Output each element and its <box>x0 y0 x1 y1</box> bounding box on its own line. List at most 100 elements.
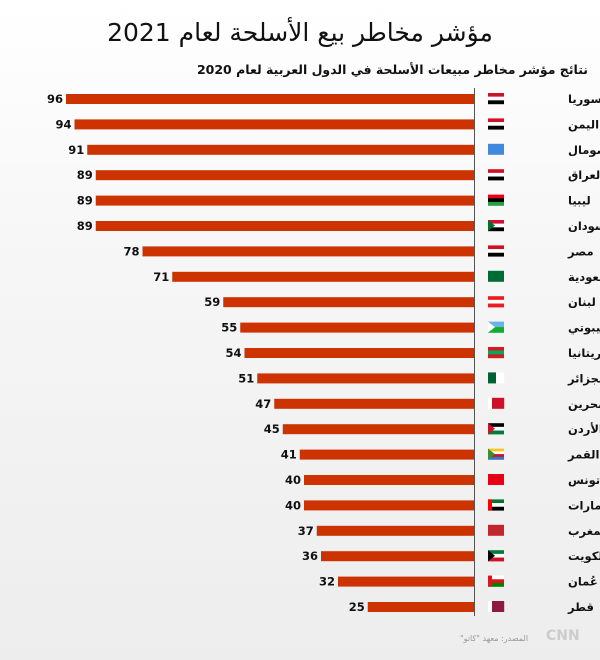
bar-row: 40 تونس <box>285 473 600 488</box>
value-label: 54 <box>225 346 241 360</box>
value-label: 45 <box>264 422 280 436</box>
bar <box>316 525 474 536</box>
bar-row: 40 الإمارات <box>285 498 600 512</box>
value-label: 40 <box>285 498 301 512</box>
bar <box>240 322 474 333</box>
category-label: اليمن <box>568 117 599 131</box>
bar <box>299 449 474 460</box>
category-label: لبنان <box>568 295 596 309</box>
value-label: 71 <box>153 270 169 284</box>
bar-row: 54 موريتانيا <box>225 346 600 361</box>
chart-title: مؤشر مخاطر بيع الأسلحة لعام 2021 <box>107 18 493 47</box>
flag-icon <box>488 245 504 257</box>
bar <box>304 500 474 511</box>
flag-icon <box>488 474 504 485</box>
category-label: العراق <box>568 168 600 182</box>
category-label: البحرين <box>568 397 600 411</box>
bar-row: 59 لبنان <box>204 295 596 309</box>
flag-icon <box>488 270 504 282</box>
value-label: 25 <box>349 600 365 614</box>
value-label: 89 <box>77 219 93 233</box>
bar <box>95 170 474 181</box>
bar-row: 51 الجزائر <box>238 371 600 385</box>
bar <box>304 475 474 485</box>
bar-row: 36 الكويت <box>302 549 600 564</box>
value-label: 51 <box>238 371 254 385</box>
value-label: 41 <box>281 448 297 462</box>
category-label: جيبوتي <box>568 321 600 336</box>
bar-row: 37 المغرب <box>298 524 600 538</box>
bar-row: 25 قطر <box>349 600 594 614</box>
bar-row: 78 مصر <box>123 244 593 258</box>
bar <box>172 271 474 282</box>
bar <box>87 144 474 155</box>
bar <box>95 195 474 206</box>
bar <box>274 398 474 409</box>
bar-row: 96 سوريا <box>47 92 600 107</box>
value-label: 59 <box>204 295 220 309</box>
value-label: 37 <box>298 524 314 538</box>
bar-row: 32 عُمان <box>319 575 598 589</box>
category-label: قطر <box>567 600 594 614</box>
bar <box>338 576 474 587</box>
bar <box>244 348 474 358</box>
flag-icon <box>488 372 505 384</box>
category-label: عُمان <box>568 575 598 589</box>
value-label: 40 <box>285 473 301 487</box>
value-label: 47 <box>255 397 271 411</box>
bar-row: 89 العراق <box>77 168 600 182</box>
bar <box>367 602 474 612</box>
bar-row: 94 اليمن <box>55 117 599 131</box>
bar <box>66 94 474 104</box>
flag-icon <box>488 93 504 105</box>
flag-icon <box>488 347 504 359</box>
bar-row: 55 جيبوتي <box>221 321 600 336</box>
bar <box>74 119 474 130</box>
flag-icon <box>488 524 504 536</box>
bar-row: 71 السعودية <box>153 270 600 285</box>
flag-icon <box>488 499 504 511</box>
cnn-arabic-logo: CNN <box>546 628 580 644</box>
value-label: 89 <box>77 194 93 208</box>
flag-icon <box>488 448 504 460</box>
bar <box>321 551 474 562</box>
bar-row: 41 جزر القمر <box>281 448 600 462</box>
flag-icon <box>488 194 504 206</box>
flag-icon <box>488 397 505 409</box>
source-note: المصدر: معهد "كاتو" <box>460 634 529 643</box>
bar-row: 45 الأردن <box>264 422 600 436</box>
category-label: المغرب <box>568 524 600 538</box>
category-label: الكويت <box>568 549 600 564</box>
axis-line <box>474 88 475 616</box>
flag-icon <box>488 118 504 130</box>
category-label: ليبيا <box>568 194 591 208</box>
value-label: 78 <box>123 244 139 258</box>
flag-icon <box>488 296 504 308</box>
flag-icon <box>488 321 504 333</box>
category-label: السعودية <box>568 270 600 285</box>
flag-icon <box>488 550 504 562</box>
bar-row: 47 البحرين <box>255 397 600 411</box>
value-label: 91 <box>68 143 84 157</box>
bar <box>282 424 474 435</box>
value-label: 55 <box>221 321 237 335</box>
bar-row: 89 ليبيا <box>77 194 591 208</box>
flag-icon <box>488 423 504 435</box>
category-label: الأردن <box>568 422 600 436</box>
category-label: جزر القمر <box>567 448 600 462</box>
value-label: 94 <box>55 117 71 131</box>
bar <box>257 373 474 384</box>
flag-icon <box>488 575 504 587</box>
chart-subtitle: نتائج مؤشر مخاطر مبيعات الأسلحة في الدول… <box>196 62 588 77</box>
category-label: الصومال <box>568 143 600 158</box>
category-label: الإمارات <box>568 498 600 512</box>
bar-row: 91 الصومال <box>68 143 600 158</box>
value-label: 32 <box>319 575 335 589</box>
flag-icon <box>488 143 504 155</box>
category-label: السودان <box>568 219 600 234</box>
bar-row: 89 السودان <box>77 219 600 234</box>
bar <box>142 246 474 257</box>
category-label: الجزائر <box>567 371 600 385</box>
bar <box>223 297 474 308</box>
